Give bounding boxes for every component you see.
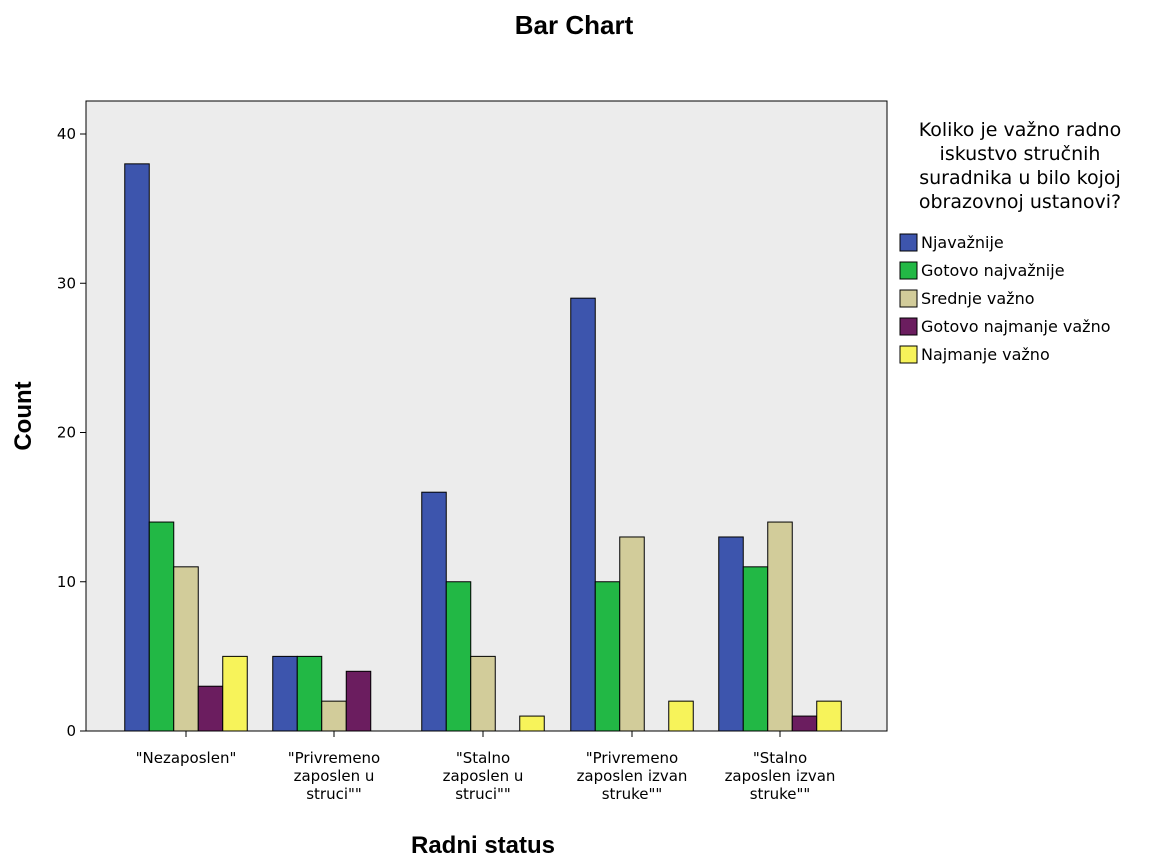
bar xyxy=(519,715,545,732)
legend-swatch xyxy=(899,317,918,336)
x-tick-label: "Privremeno xyxy=(288,749,380,767)
bar xyxy=(594,581,621,732)
y-tick-label: 40 xyxy=(57,125,76,143)
legend-swatch xyxy=(899,345,918,364)
bar xyxy=(570,297,596,732)
x-tick-label: struke"" xyxy=(602,785,663,803)
bar xyxy=(668,700,694,732)
legend-swatch xyxy=(899,289,918,308)
bar xyxy=(767,521,793,732)
bar xyxy=(148,521,175,732)
x-tick-label: struci"" xyxy=(455,785,511,803)
bar xyxy=(445,581,472,732)
y-tick-label: 10 xyxy=(57,573,76,591)
x-tick-label: zaposlen u xyxy=(294,767,375,785)
legend-title-line: suradnika u bilo kojoj xyxy=(919,167,1121,189)
bar xyxy=(718,536,744,732)
legend-label: Srednje važno xyxy=(921,289,1035,308)
y-axis: 0 10 20 30 40 xyxy=(57,125,86,740)
legend-title-line: obrazovnoj ustanovi? xyxy=(919,191,1121,213)
x-tick-label: "Privremeno xyxy=(586,749,678,767)
bars-group xyxy=(124,163,842,732)
bar xyxy=(124,163,150,732)
legend-label: Najmanje važno xyxy=(921,345,1050,364)
legend-label: Gotovo najmanje važno xyxy=(921,317,1111,336)
x-tick-label: zaposlen u xyxy=(443,767,524,785)
bar xyxy=(321,700,347,732)
x-tick-label: zaposlen izvan xyxy=(577,767,688,785)
bar xyxy=(470,655,496,732)
bar xyxy=(742,566,769,732)
bar xyxy=(816,700,842,732)
legend-swatch xyxy=(899,261,918,280)
legend-label: Njavažnije xyxy=(921,233,1004,252)
y-axis-title: Count xyxy=(10,381,37,450)
bar xyxy=(296,655,323,732)
legend-title-line: iskustvo stručnih xyxy=(940,143,1101,165)
bar xyxy=(421,491,447,732)
bar xyxy=(222,655,248,732)
bar xyxy=(197,685,224,732)
legend-title-line: Koliko je važno radno xyxy=(919,119,1121,141)
x-tick-label: "Nezaposlen" xyxy=(136,749,237,767)
bar xyxy=(619,536,645,732)
bar xyxy=(272,655,298,732)
legend-swatch xyxy=(899,233,918,252)
y-tick-label: 0 xyxy=(66,722,76,740)
bar xyxy=(173,566,199,732)
x-tick-label: struci"" xyxy=(306,785,362,803)
y-tick-label: 30 xyxy=(57,274,76,292)
chart-title: Bar Chart xyxy=(515,10,634,40)
x-tick-label: "Stalno xyxy=(456,749,510,767)
bar xyxy=(791,715,818,732)
x-tick-label: "Stalno xyxy=(753,749,807,767)
legend-label: Gotovo najvažnije xyxy=(921,261,1065,280)
x-tick-label: struke"" xyxy=(750,785,811,803)
x-tick-label: zaposlen izvan xyxy=(725,767,836,785)
x-axis-title: Radni status xyxy=(411,832,555,856)
y-tick-label: 20 xyxy=(57,424,76,442)
bar xyxy=(345,670,372,732)
